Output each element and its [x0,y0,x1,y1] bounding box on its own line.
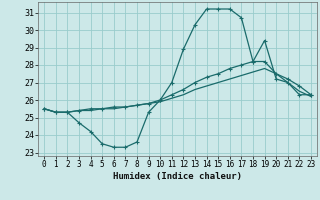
X-axis label: Humidex (Indice chaleur): Humidex (Indice chaleur) [113,172,242,181]
